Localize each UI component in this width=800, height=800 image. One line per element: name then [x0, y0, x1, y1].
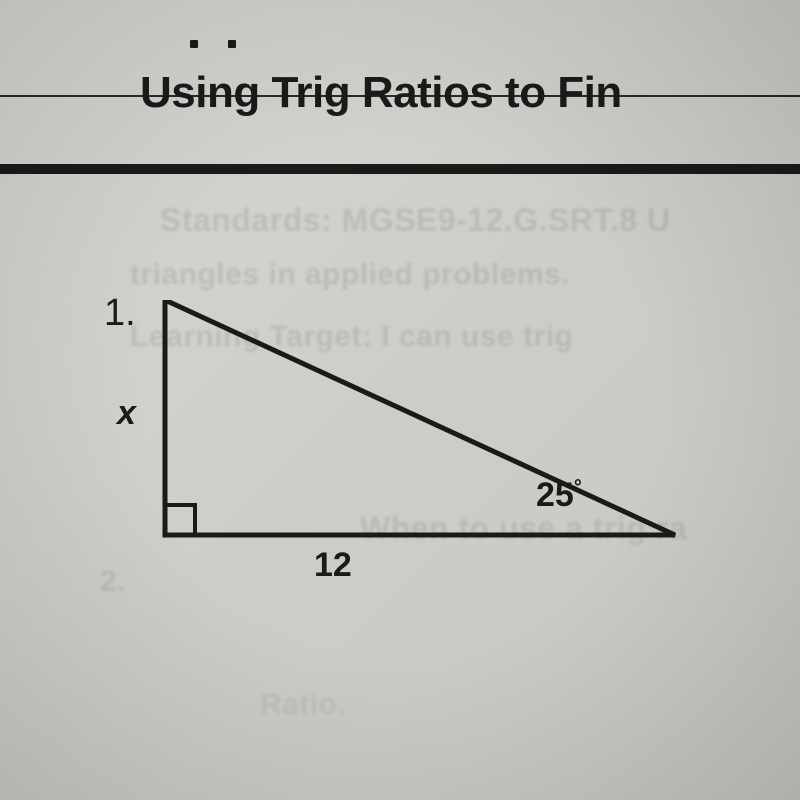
bleed-through-text: triangles in applied problems. — [130, 258, 570, 292]
horizontal-rule — [0, 164, 800, 174]
bleed-through-text: 2. — [100, 565, 126, 599]
side-label-base: 12 — [314, 546, 352, 585]
bleed-through-text: Standards: MGSE9-12.G.SRT.8 U — [160, 202, 671, 239]
right-angle-marker — [165, 505, 195, 535]
punch-dots — [190, 40, 240, 50]
side-label-x: x — [117, 394, 136, 433]
bleed-through-text: Ratio. — [260, 688, 346, 722]
right-triangle-diagram — [155, 300, 715, 560]
angle-label: 25° — [536, 476, 582, 515]
page-title: Using Trig Ratios to Fin — [140, 68, 622, 118]
worksheet-page: Using Trig Ratios to Fin Standards: MGSE… — [0, 0, 800, 800]
triangle-outline — [165, 300, 675, 535]
problem-number: 1. — [104, 292, 136, 335]
angle-value: 25 — [536, 476, 574, 514]
degree-symbol: ° — [574, 477, 582, 499]
